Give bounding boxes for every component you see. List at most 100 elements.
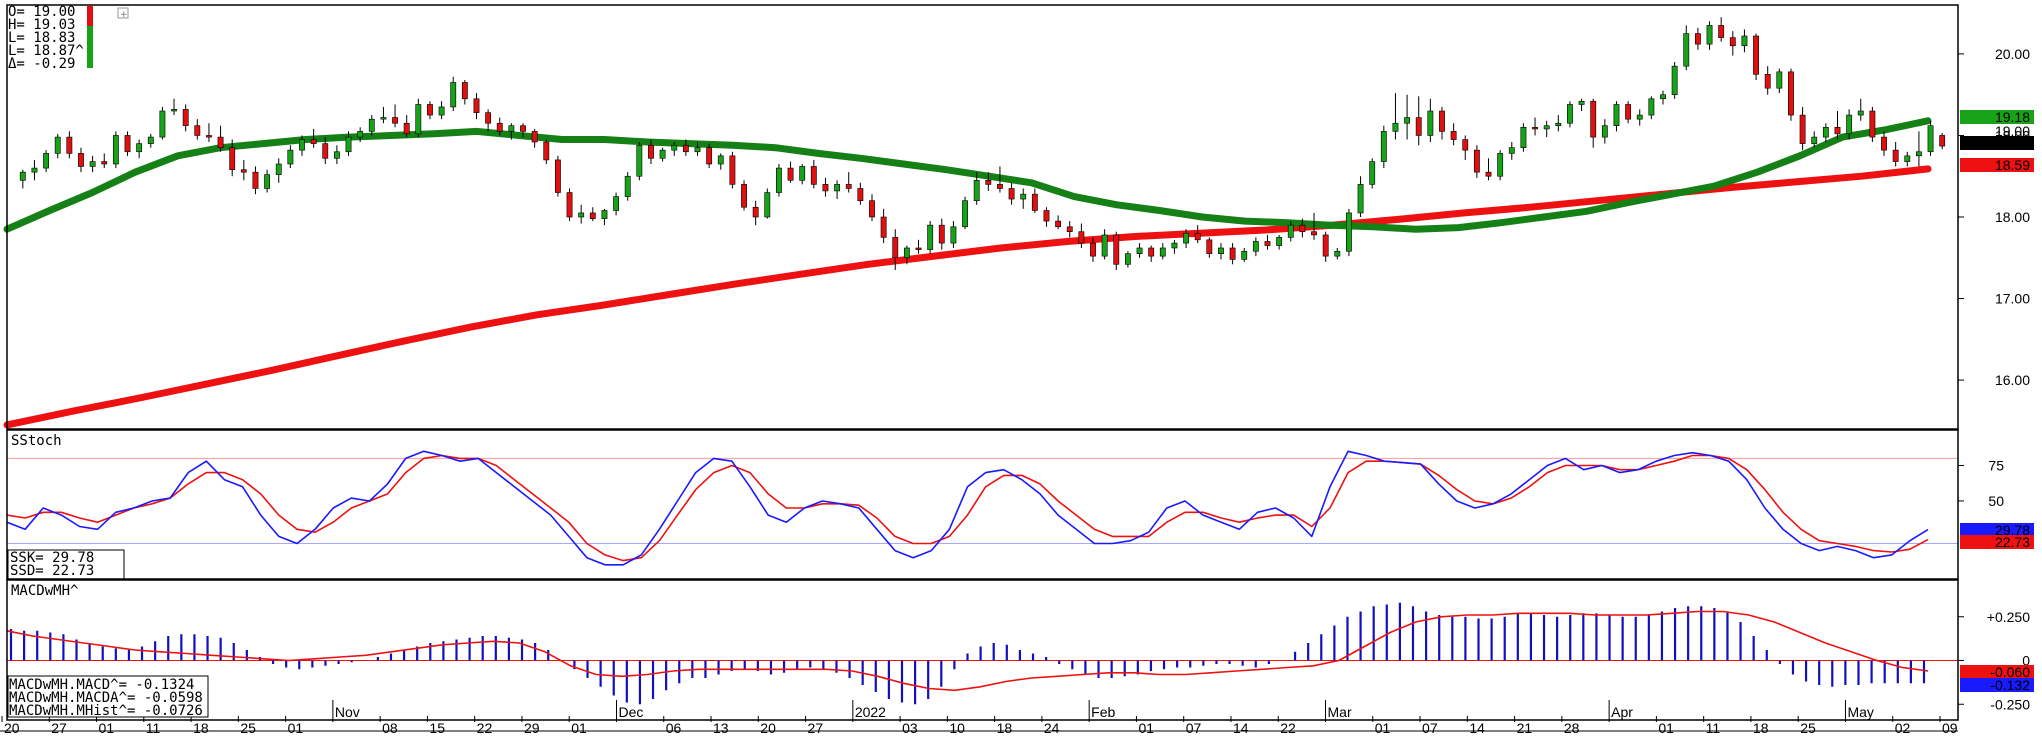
candle [1229,243,1236,265]
x-tick-label: 27 [51,720,67,736]
candle-body [473,98,480,113]
x-tick-label: 01 [1658,720,1674,736]
candle [799,164,806,185]
candle-body [159,110,166,138]
candle-body [822,184,829,192]
candle-body [299,139,305,151]
candle [1625,101,1632,124]
candle-body [1904,155,1911,162]
candle-body [520,125,526,132]
candle [1485,158,1492,181]
x-tick-label: 07 [1186,720,1202,736]
candle-body [1311,231,1317,236]
candle-body [1473,149,1480,173]
x-tick-label: 18 [193,720,209,736]
price-tick-label: 18.00 [1995,209,2030,225]
candle [1706,21,1713,50]
candle-body [1171,242,1178,249]
candle [973,172,980,205]
candle-body [1497,153,1504,177]
candle-body [31,167,38,173]
x-tick-label: 03 [902,720,918,736]
macd-badge-text: -0.132 [1990,677,2030,693]
candle [636,141,643,181]
candle-body [1927,125,1934,153]
candle [333,145,340,164]
candle [1439,106,1445,140]
x-tick-label: Apr [1611,704,1633,720]
ohlc-readout-box [8,4,92,68]
candle-body [973,180,980,201]
candle [1334,247,1341,260]
x-tick-label: 14 [1469,720,1485,736]
ohlc-readout: O= 19.00 H= 19.03 L= 18.83 L= 18.87^ Δ= … [8,4,129,72]
candle-body [368,118,375,132]
candle-body [1252,241,1259,252]
candle [1380,125,1387,169]
candle [403,115,410,138]
candle-body [252,171,259,189]
x-tick-label: 01 [1138,720,1154,736]
candle [450,76,457,111]
candle [1834,111,1841,140]
x-tick-label: Mar [1328,704,1352,720]
candle [1299,218,1306,238]
candle [1636,109,1643,126]
candle [473,93,480,120]
ssk-badge [1960,523,2034,537]
x-tick-label: 21 [1517,720,1533,736]
candle [892,229,899,270]
square-icon[interactable] [117,7,129,19]
x-tick-label: 20 [760,720,776,736]
candle [1101,229,1108,260]
candle-body [531,131,538,143]
candle [717,153,724,170]
candle [1753,33,1759,81]
candle-body [485,112,492,124]
candle [1939,133,1946,150]
stoch-ssd-line [6,454,1929,562]
ma-slow-badge [1960,158,2034,172]
candle-body [1031,193,1038,211]
stoch-readout-box [7,549,125,580]
candle [1741,29,1748,53]
candle-body [648,144,654,159]
candle [1729,31,1736,56]
candle-body [787,167,794,181]
candle [938,218,945,250]
candle [136,139,143,159]
x-tick-label: 01 [571,720,587,736]
candle-body [1380,131,1387,162]
candle [1404,94,1411,140]
candle-body [275,163,282,175]
candle [171,98,177,116]
x-tick-label: 22 [1280,720,1296,736]
candle-body [182,109,189,126]
candle [1555,115,1562,132]
ssd-badge [1960,535,2034,549]
candle [1194,225,1201,244]
candle-body [1578,100,1585,105]
candle-body [1078,231,1085,244]
candle [857,182,864,205]
candle [1287,221,1294,242]
candle-body [636,144,643,177]
candle-body [624,175,631,197]
candle [682,139,689,156]
candle [671,141,678,156]
ohlc-high: H= 19.03 [8,17,75,33]
candle [1311,212,1317,240]
candle [1788,68,1794,121]
macd-hist-readout: MACDwMH.MHist^= -0.0726 [9,703,203,719]
candle-body [1241,250,1248,260]
price-tick-19: 19.00 [1995,123,2030,139]
candle [531,128,538,148]
plus-icon: + [120,10,128,20]
candle [566,188,573,222]
candle [554,155,561,197]
ohlc-change: Δ= -0.29 [8,56,75,72]
x-tick-label: 22 [477,720,493,736]
candle-body [985,180,992,185]
candle [1450,123,1457,146]
